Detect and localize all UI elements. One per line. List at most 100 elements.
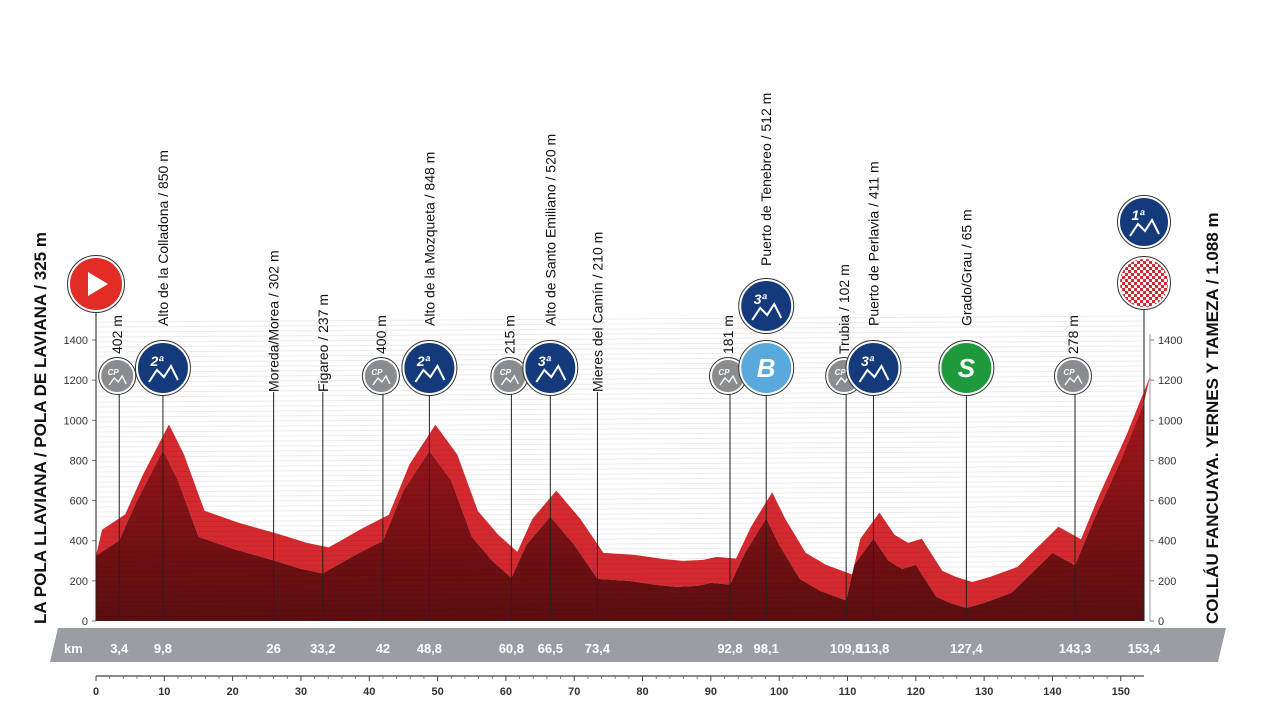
category-badge-mountain-icon [858,363,890,383]
y-tick-left-label: 400 [70,536,88,548]
profile-texture-line [95,580,1145,588]
profile-texture-line [95,600,1145,608]
markers-group: 3,4 CP 402 m 9,8 2ª Alto de la Colladona / 85… [67,93,1171,656]
profile-texture-line [95,550,1145,558]
waypoint-name: Puerto de Tenebreo / 512 m [758,93,774,266]
category-badge-finish-outline [1117,195,1171,249]
profile-texture-line [95,405,1145,413]
profile-texture-line [95,555,1145,563]
profile-texture-line [95,460,1145,468]
waypoint-name: 400 m [373,315,389,354]
checkpoint-badge-outline [361,357,400,395]
profile-texture-line [95,530,1145,538]
profile-texture-line [95,585,1145,593]
y-tick-right-label: 400 [1158,536,1176,548]
x-tick-label: 60 [500,686,512,698]
profile-texture-line [95,495,1145,503]
y-tick-left-label: 1000 [64,415,88,427]
waypoint-name: 402 m [109,315,125,354]
waypoint-name: Grado/Grau / 65 m [958,209,974,326]
x-tick-label: 70 [568,686,580,698]
waypoint-name: Moreda/Morea / 302 m [266,250,282,392]
profile-texture-line [95,610,1145,618]
checkpoint-badge-mountain-icon [372,374,391,386]
profile-texture-line [95,415,1145,423]
checkpoint-badge [1054,358,1091,394]
profile-texture-line [95,455,1145,463]
km-marker-label: 109,8 [830,641,863,656]
profile-texture-line [95,570,1145,578]
y-tick-left-label: 0 [82,616,88,628]
waypoint-name: Trubia / 102 m [836,264,852,354]
y-tick-right-label: 200 [1158,576,1176,588]
profile-texture-line [95,575,1145,583]
category-badge-mountain-icon [535,363,567,383]
category-badge-finish-mountain-icon [1129,217,1160,237]
category-badge-label: 3ª [538,353,552,369]
checkpoint-badge-mountain-icon [719,374,738,386]
waypoint-name: 181 m [720,315,736,354]
y-tick-left-label: 200 [70,576,88,588]
y-tick-right-label: 800 [1158,455,1176,467]
sprint-badge [939,341,994,395]
category-badge-label: 2ª [149,353,164,369]
profile-texture-line [95,435,1145,443]
profile-texture-line [95,565,1145,573]
x-tick-label: 100 [770,686,788,698]
profile-texture-line [95,315,1145,323]
profile-texture-line [95,330,1145,338]
km-marker-label: 127,4 [950,641,983,656]
y-tick-right-label: 0 [1158,616,1164,628]
category-badge-mountain-icon [751,301,783,321]
waypoint-name: Mieres del Camín / 210 m [589,232,605,392]
x-tick-label: 130 [975,686,993,698]
km-marker-label: 9,8 [154,641,172,656]
checkpoint-badge-mountain-icon [108,374,127,386]
profile-texture-line [95,430,1145,438]
profile-texture-line [95,470,1145,478]
category-badge-outline [845,340,902,396]
finish-flag-outline [1117,256,1171,310]
km-marker-label: 113,8 [858,641,890,656]
profile-texture-line [95,390,1145,398]
bonus-badge-label: B [757,353,776,383]
km-label: km [64,641,83,656]
y-tick-right-label: 1200 [1158,375,1182,387]
profile-texture-line [95,475,1145,483]
profile-texture-line [95,425,1145,433]
profile-texture-line [95,535,1145,543]
checkpoint-badge-outline [1053,357,1092,395]
y-tick-right-label: 600 [1158,496,1176,508]
profile-texture-line [95,465,1145,473]
x-tick-label: 40 [363,686,375,698]
category-badge-mountain-icon [414,363,446,383]
y-tick-left-label: 800 [70,455,88,467]
checkpoint-badge-mountain-icon [500,374,519,386]
x-tick-label: 90 [705,686,717,698]
profile-texture-line [95,440,1145,448]
profile-texture-line [95,340,1145,348]
profile-texture-line [95,525,1145,533]
profile-texture-line [95,420,1145,428]
km-marker-label: 33,2 [310,641,335,656]
km-marker-label: 3,4 [110,641,129,656]
waypoint-name: Alto de la Mozqueta / 848 m [421,152,437,326]
start-play-icon [88,272,108,296]
start-label: LA POLA LLAVIANA / POLA DE LAVIANA / 325… [31,232,50,624]
finish-label: COLLÁU FANCUAYA. YERNES Y TAMEZA / 1.088… [1203,212,1222,624]
category-badge-mountain-icon [148,363,179,383]
km-bar [50,628,1226,662]
checkpoint-badge-mountain-icon [1064,374,1083,386]
profile-texture-line [95,515,1145,523]
profile-texture-line [95,320,1145,328]
x-tick-label: 80 [636,686,648,698]
category-badge-finish-label: 1ª [1132,207,1146,223]
profile-texture-line [95,590,1145,598]
profile-texture-line [95,500,1145,508]
profile-texture-line [95,520,1145,528]
y-tick-left-label: 600 [70,496,88,508]
waypoint-name: Puerto de Perlavia / 411 m [865,161,881,326]
waypoint-name: Alto de Santo Emiliano / 520 m [542,134,558,326]
x-tick-label: 50 [431,686,443,698]
